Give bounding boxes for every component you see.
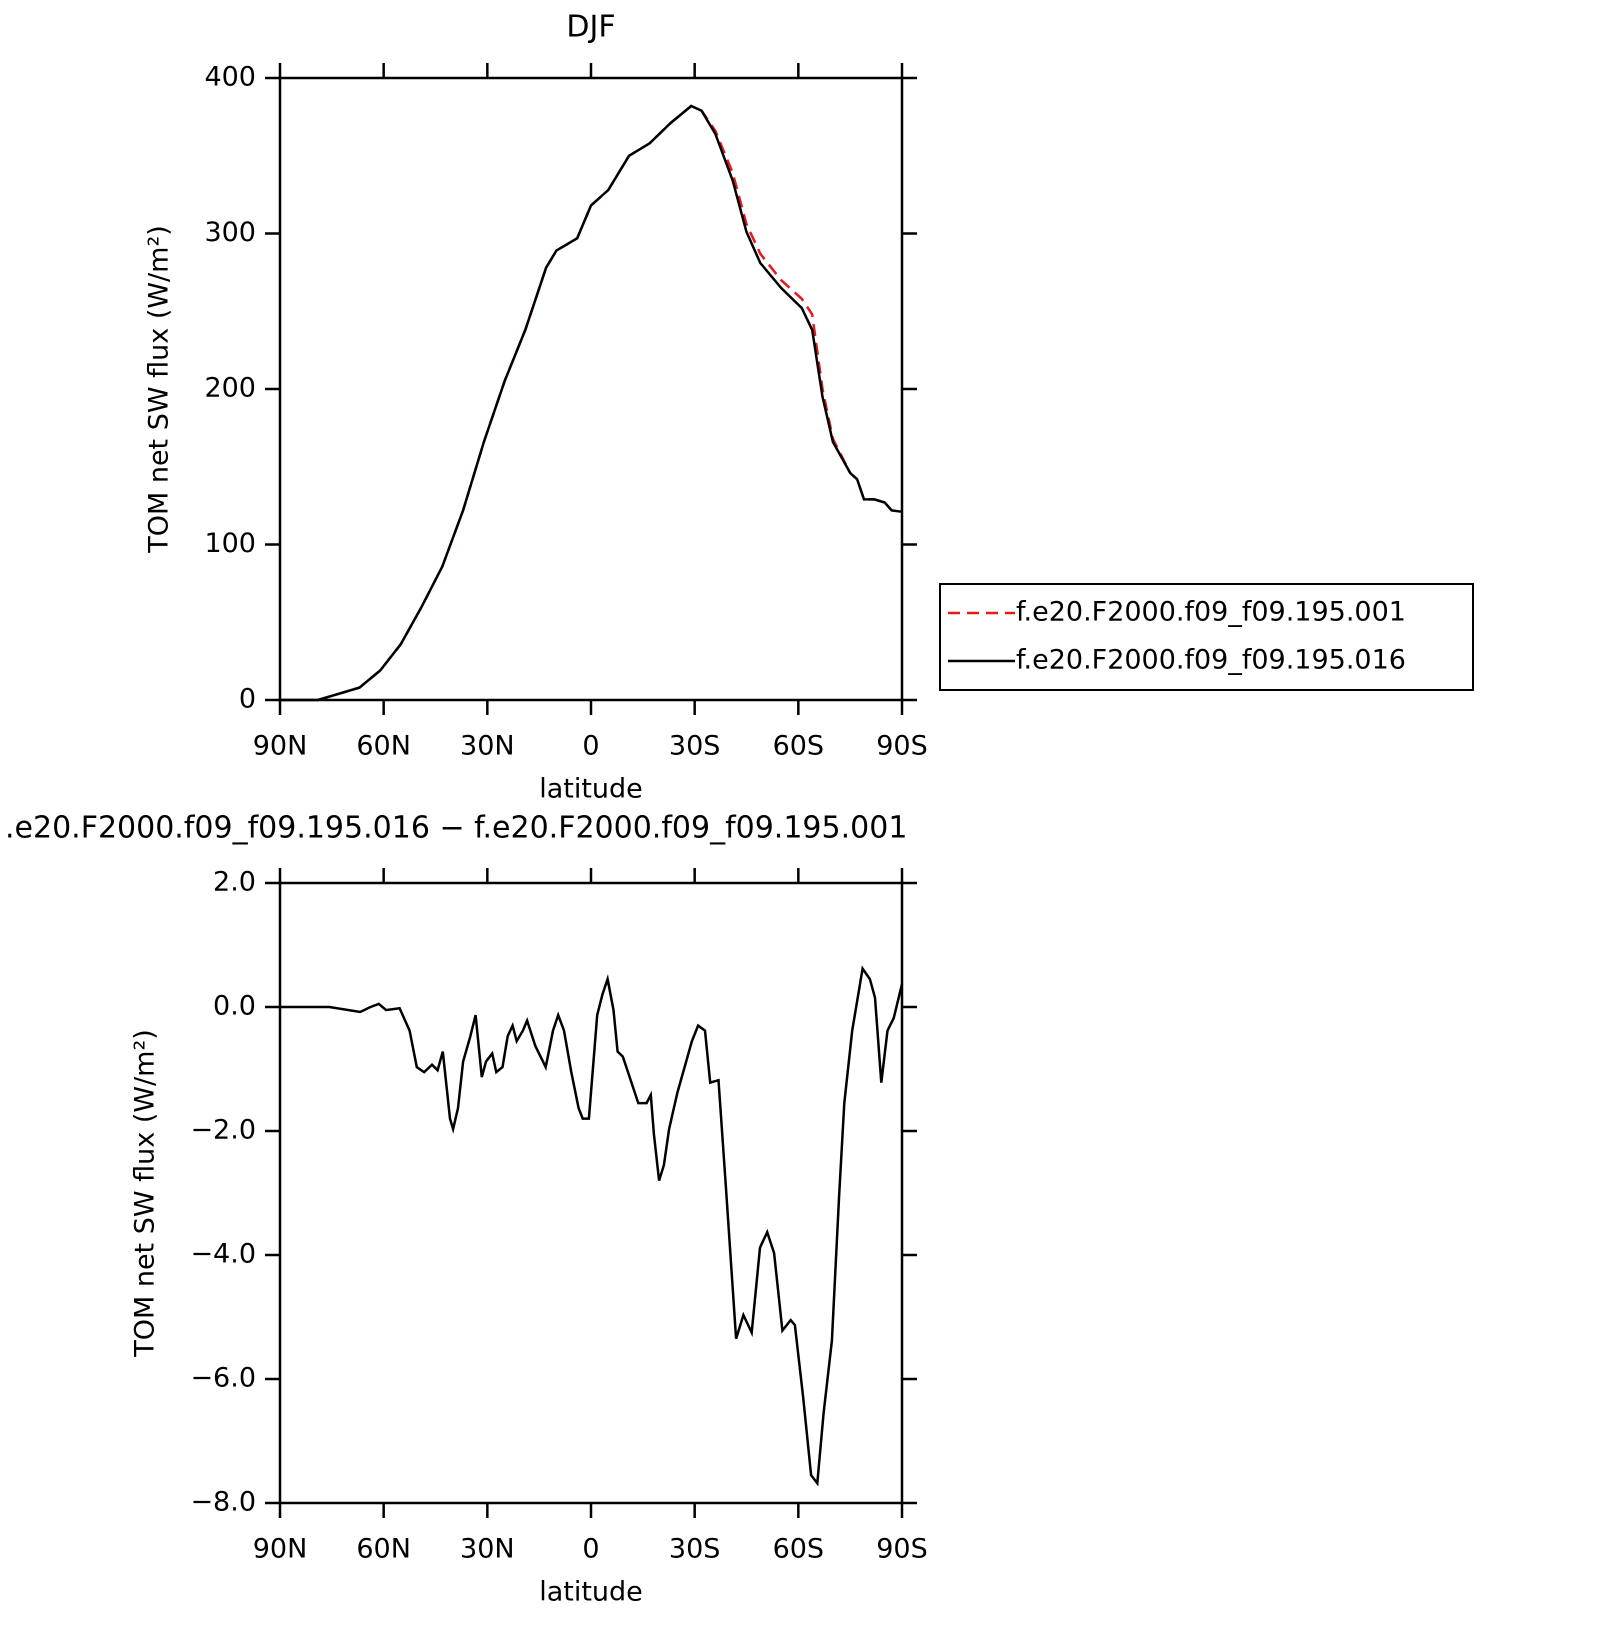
y-tick-label: 0 bbox=[239, 684, 256, 715]
x-axis-label: latitude bbox=[539, 774, 643, 805]
data-line bbox=[280, 965, 904, 1487]
plot-frame bbox=[278, 881, 904, 1505]
x-tick-label: 30N bbox=[460, 1534, 515, 1565]
x-tick-label: 60S bbox=[773, 1534, 825, 1565]
y-tick-label: 100 bbox=[204, 528, 256, 559]
legend-label: f.e20.F2000.f09_f09.195.016 bbox=[1016, 645, 1406, 676]
legend-box bbox=[939, 583, 1474, 691]
y-tick-label: 2.0 bbox=[213, 867, 256, 898]
chart-title: DJF bbox=[566, 10, 615, 45]
legend-label: f.e20.F2000.f09_f09.195.001 bbox=[1016, 597, 1406, 628]
x-tick-label: 60N bbox=[356, 1534, 411, 1565]
y-axis-label: TOM net SW flux (W/m²) bbox=[144, 225, 175, 554]
x-tick-label: 90S bbox=[876, 731, 928, 762]
y-tick-label: −8.0 bbox=[190, 1487, 256, 1518]
y-tick-label: 200 bbox=[204, 373, 256, 404]
x-tick-label: 0 bbox=[582, 731, 599, 762]
x-tick-label: 30S bbox=[669, 731, 721, 762]
data-line bbox=[280, 104, 903, 702]
x-tick-label: 30S bbox=[669, 1534, 721, 1565]
x-tick-label: 90N bbox=[253, 731, 308, 762]
data-line bbox=[280, 104, 903, 702]
y-tick-label: 300 bbox=[204, 217, 256, 248]
y-tick-label: −6.0 bbox=[190, 1363, 256, 1394]
y-axis-label: TOM net SW flux (W/m²) bbox=[130, 1029, 161, 1358]
x-tick-label: 90N bbox=[253, 1534, 308, 1565]
chart-title: .e20.F2000.f09_f09.195.016 − f.e20.F2000… bbox=[5, 811, 907, 846]
x-tick-label: 90S bbox=[876, 1534, 928, 1565]
y-tick-label: −2.0 bbox=[190, 1115, 256, 1146]
x-tick-label: 60S bbox=[773, 731, 825, 762]
x-tick-label: 0 bbox=[582, 1534, 599, 1565]
x-axis-label: latitude bbox=[539, 1577, 643, 1608]
x-tick-label: 30N bbox=[460, 731, 515, 762]
x-tick-label: 60N bbox=[356, 731, 411, 762]
y-tick-label: −4.0 bbox=[190, 1239, 256, 1270]
y-tick-label: 400 bbox=[204, 62, 256, 93]
y-tick-label: 0.0 bbox=[213, 991, 256, 1022]
plot-frame bbox=[278, 76, 904, 702]
